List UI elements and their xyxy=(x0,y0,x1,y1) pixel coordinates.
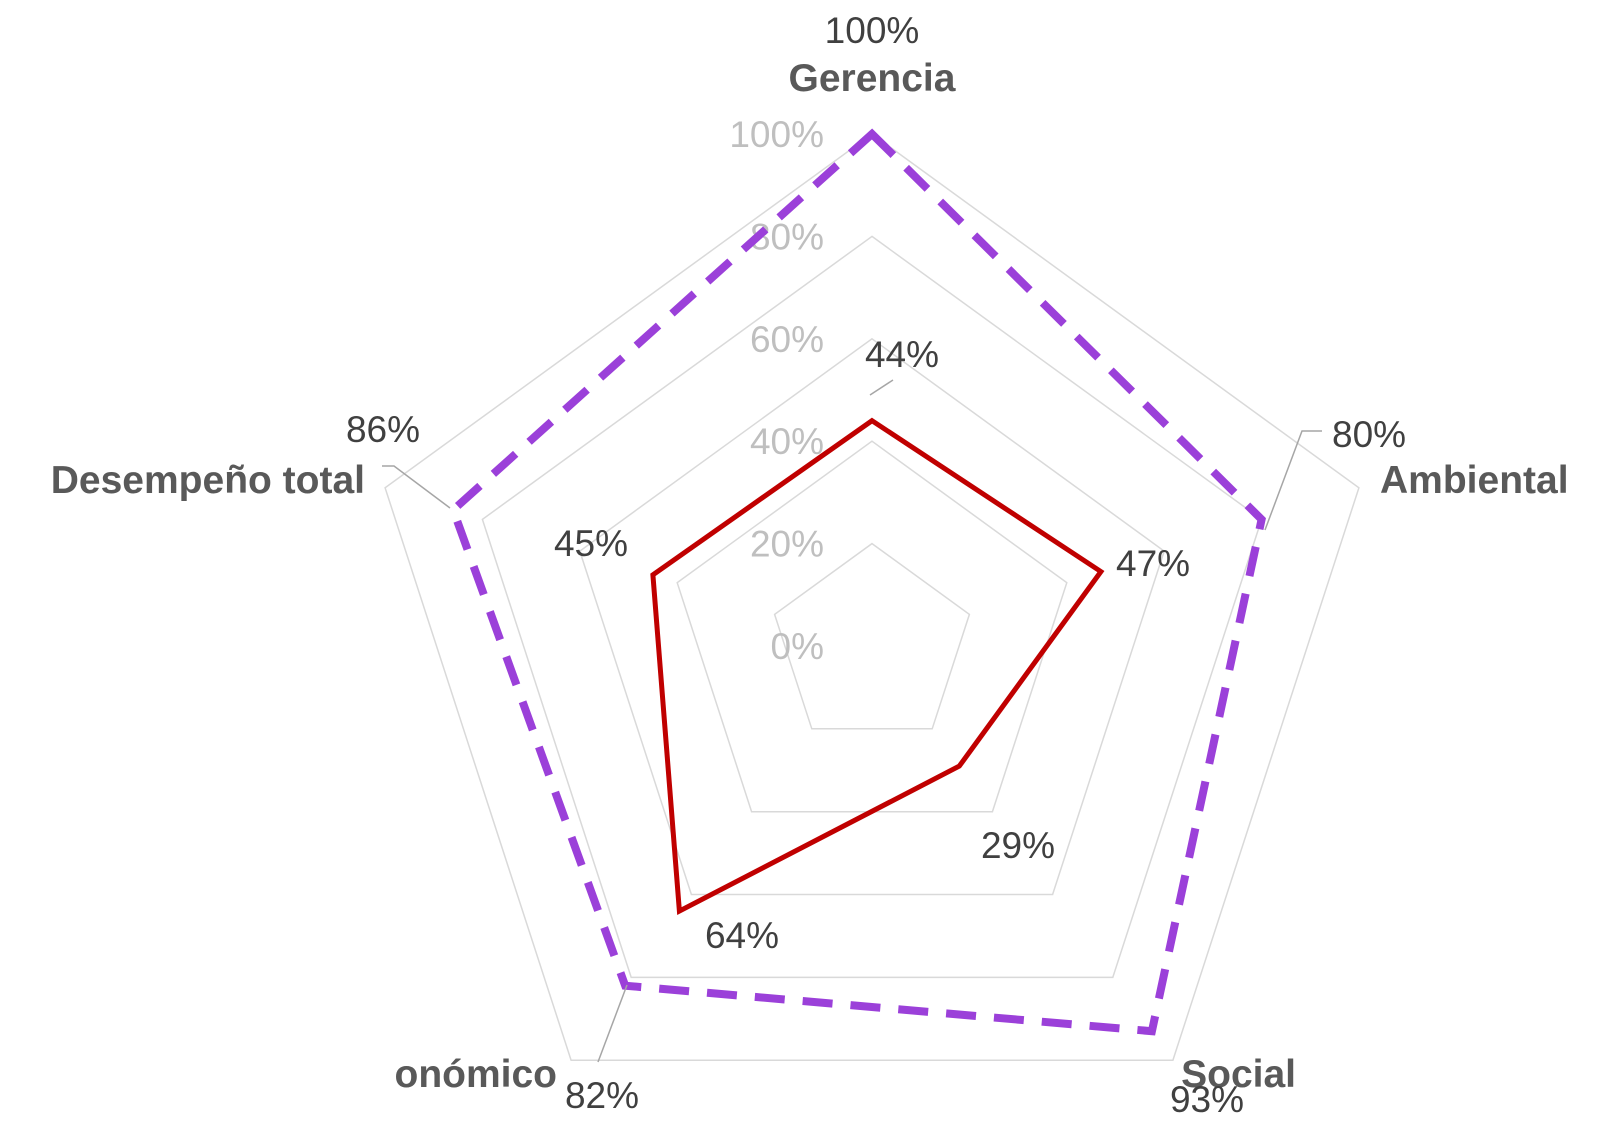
series-1-value-label-desempeno-total: 45% xyxy=(554,523,628,564)
grid-layer xyxy=(384,133,1360,1061)
leader-lines xyxy=(382,379,1322,1063)
tick-label-60: 60% xyxy=(750,319,824,360)
category-label-gerencia: Gerencia xyxy=(789,57,956,100)
tick-label-40: 40% xyxy=(750,421,824,462)
series-1-value-label-gerencia: 44% xyxy=(865,334,939,375)
series-1-value-label-onomico: 64% xyxy=(705,915,779,956)
category-label-onomico: onómico xyxy=(395,1053,558,1096)
grid-ring-40 xyxy=(676,440,1068,813)
leader-line-onomico xyxy=(597,984,628,1063)
series-2-value-label-onomico: 82% xyxy=(565,1075,639,1116)
value-labels: 44% 47% 29% 64% 45% 100% 80% 93% 82% 86% xyxy=(346,10,1406,1120)
leader-line-desempeno-total xyxy=(382,465,451,509)
series-1-value-label-ambiental: 47% xyxy=(1116,543,1190,584)
grid-ring-20 xyxy=(773,542,971,730)
series-1-value-label-social: 29% xyxy=(981,825,1055,866)
series-2-value-label-ambiental: 80% xyxy=(1332,414,1406,455)
leader-line-gerencia-inner xyxy=(869,379,894,396)
series-2-line xyxy=(448,128,1266,1036)
series-layer xyxy=(448,128,1266,1036)
category-label-desempeno-total: Desempeño total xyxy=(51,459,365,502)
grid-ring-80 xyxy=(481,235,1263,979)
tick-label-20: 20% xyxy=(750,524,824,565)
series-2-value-label-gerencia: 100% xyxy=(825,10,920,51)
series-1-line xyxy=(650,417,1105,916)
tick-label-100: 100% xyxy=(729,114,824,155)
series-2-value-label-desempeno-total: 86% xyxy=(346,409,420,450)
tick-labels: 0%20%40%60%80%100% xyxy=(729,114,824,667)
leader-line-ambiental xyxy=(1264,430,1322,531)
category-labels: Gerencia Ambiental Social onómico Desempeño … xyxy=(51,57,1569,1096)
category-label-social: Social xyxy=(1181,1053,1296,1096)
category-label-ambiental: Ambiental xyxy=(1380,459,1569,502)
grid-ring-60 xyxy=(578,337,1166,896)
tick-label-0: 0% xyxy=(771,626,824,667)
grid-ring-100 xyxy=(384,133,1360,1061)
series-2-value-label-social: 93% xyxy=(1170,1079,1244,1120)
